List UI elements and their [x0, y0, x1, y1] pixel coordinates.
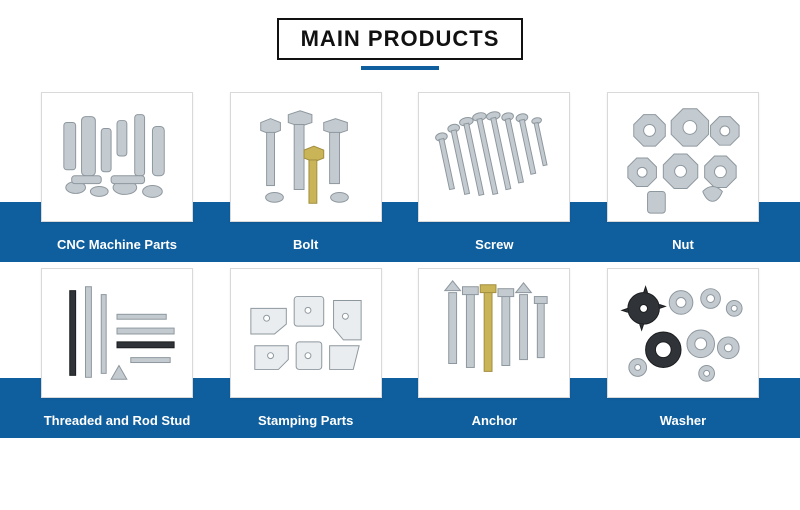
- product-label: Anchor: [413, 414, 575, 428]
- product-card[interactable]: Stamping Parts: [225, 268, 387, 428]
- product-image-screw: [418, 92, 570, 222]
- product-image-nut: [607, 92, 759, 222]
- product-label: Washer: [602, 414, 764, 428]
- product-label: Stamping Parts: [225, 414, 387, 428]
- product-row-1: CNC Machine Parts: [30, 92, 770, 252]
- stamping-icon: [231, 269, 381, 397]
- product-card[interactable]: CNC Machine Parts: [36, 92, 198, 252]
- page: MAIN PRODUCTS: [0, 0, 800, 455]
- bolt-icon: [231, 93, 381, 221]
- product-label: Threaded and Rod Stud: [36, 414, 198, 428]
- product-label: Screw: [413, 238, 575, 252]
- title-wrap: MAIN PRODUCTS: [30, 18, 770, 70]
- product-image-washer: [607, 268, 759, 398]
- product-image-anchor: [418, 268, 570, 398]
- cnc-icon: [42, 93, 192, 221]
- product-image-stamping: [230, 268, 382, 398]
- nut-icon: [608, 93, 758, 221]
- product-card[interactable]: Washer: [602, 268, 764, 428]
- title-underline: [361, 66, 439, 70]
- row: CNC Machine Parts: [30, 92, 770, 252]
- page-title: MAIN PRODUCTS: [277, 18, 524, 60]
- product-label: CNC Machine Parts: [36, 238, 198, 252]
- anchor-icon: [419, 269, 569, 397]
- washer-icon: [608, 269, 758, 397]
- stud-icon: [42, 269, 192, 397]
- product-card[interactable]: Bolt: [225, 92, 387, 252]
- product-image-stud: [41, 268, 193, 398]
- product-card[interactable]: Nut: [602, 92, 764, 252]
- product-label: Bolt: [225, 238, 387, 252]
- product-card[interactable]: Threaded and Rod Stud: [36, 268, 198, 428]
- product-image-cnc: [41, 92, 193, 222]
- product-label: Nut: [602, 238, 764, 252]
- product-row-2: Threaded and Rod Stud: [30, 268, 770, 428]
- screw-icon: [419, 93, 569, 221]
- product-card[interactable]: Screw: [413, 92, 575, 252]
- product-card[interactable]: Anchor: [413, 268, 575, 428]
- product-image-bolt: [230, 92, 382, 222]
- row: Threaded and Rod Stud: [30, 268, 770, 428]
